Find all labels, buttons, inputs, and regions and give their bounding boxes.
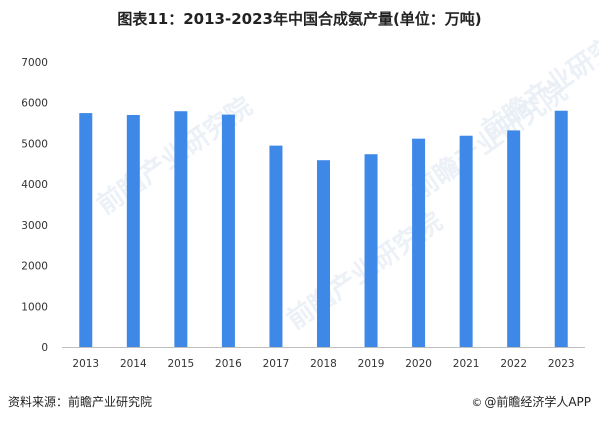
bar-2018 [317, 160, 330, 347]
credit-text: @前瞻经济学人APP [484, 395, 591, 409]
bar-2014 [126, 114, 140, 347]
y-tick-label: 4000 [21, 179, 48, 191]
bar-2022 [507, 130, 521, 347]
y-tick-label: 1000 [21, 301, 48, 313]
copyright-icon: © [471, 396, 483, 409]
x-axis-ticks: 2013 2014 2015 2016 2017 2018 2019 2020 2021 2022… [72, 358, 574, 370]
bar-2021 [459, 135, 473, 347]
watermark-layer: 前瞻产业研究院前瞻产业研究院前瞻产业研究院前瞻产业研究院 [91, 16, 599, 336]
y-tick-label: 0 [41, 342, 48, 354]
x-tick-label: 2020 [405, 358, 432, 370]
bars [79, 110, 568, 347]
bar-2020 [412, 138, 426, 347]
chart-title: 图表11：2013-2023年中国合成氨产量(单位：万吨) [117, 10, 482, 28]
bar-2017 [269, 145, 283, 347]
y-tick-label: 6000 [21, 98, 48, 110]
y-tick-label: 3000 [21, 220, 48, 232]
y-axis-ticks: 0 1000 2000 3000 4000 5000 6000 7000 [21, 57, 48, 354]
x-tick-label: 2021 [453, 358, 480, 370]
credit-note: © @前瞻经济学人APP [471, 393, 591, 410]
x-tick-label: 2014 [120, 358, 147, 370]
x-tick-label: 2016 [215, 358, 242, 370]
watermark-text: 前瞻产业研究院 [476, 16, 599, 146]
bar-2023 [554, 110, 568, 347]
source-note: 资料来源：前瞻产业研究院 [8, 395, 153, 409]
x-tick-label: 2017 [263, 358, 290, 370]
y-tick-label: 2000 [21, 261, 48, 273]
bar-2019 [364, 154, 378, 347]
bar-2013 [79, 113, 93, 347]
x-tick-label: 2022 [500, 358, 527, 370]
bar-2015 [174, 111, 188, 347]
x-tick-label: 2019 [358, 358, 385, 370]
bar-2016 [221, 114, 235, 347]
x-tick-label: 2015 [167, 358, 194, 370]
x-tick-label: 2013 [72, 358, 99, 370]
x-tick-label: 2018 [310, 358, 337, 370]
y-tick-label: 5000 [21, 138, 48, 150]
x-tick-label: 2023 [548, 358, 575, 370]
y-tick-label: 7000 [21, 57, 48, 69]
